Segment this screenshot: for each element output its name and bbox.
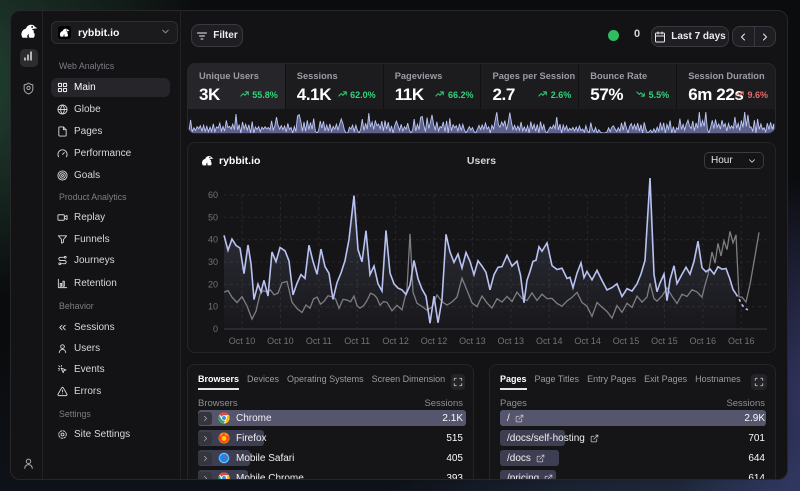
svg-text:50: 50 [208,212,218,222]
svg-text:Oct 11: Oct 11 [306,336,332,346]
svg-text:Oct 10: Oct 10 [267,336,294,346]
svg-text:Oct 15: Oct 15 [651,336,678,346]
svg-text:Oct 12: Oct 12 [382,336,409,346]
svg-text:Oct 16: Oct 16 [690,336,717,346]
svg-text:Oct 15: Oct 15 [613,336,640,346]
svg-text:60: 60 [208,190,218,200]
svg-text:Oct 11: Oct 11 [344,336,370,346]
svg-text:40: 40 [208,235,218,245]
svg-text:Oct 14: Oct 14 [536,336,563,346]
svg-text:20: 20 [208,279,218,289]
svg-text:Oct 13: Oct 13 [498,336,525,346]
svg-text:Oct 12: Oct 12 [421,336,448,346]
svg-text:10: 10 [208,302,218,312]
svg-text:Oct 14: Oct 14 [574,336,601,346]
svg-text:30: 30 [208,257,218,267]
svg-text:Oct 16: Oct 16 [728,336,755,346]
svg-text:Oct 10: Oct 10 [229,336,256,346]
svg-text:Oct 13: Oct 13 [459,336,486,346]
svg-text:0: 0 [213,324,218,334]
